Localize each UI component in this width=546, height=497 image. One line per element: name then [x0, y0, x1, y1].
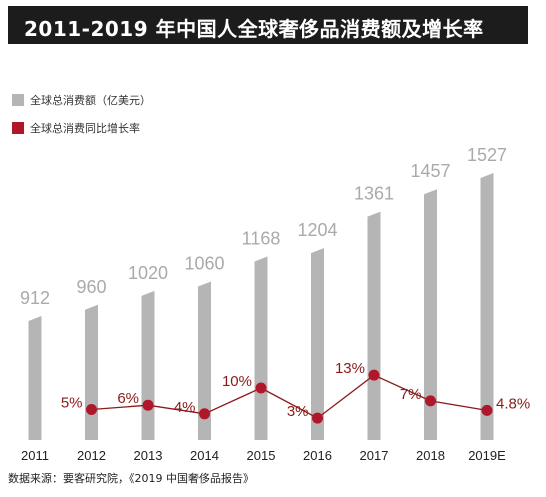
source-note: 数据来源：要客研究院，《2019 中国奢侈品报告》	[8, 472, 254, 485]
x-tick-2011: 2011	[21, 448, 49, 463]
bar-value-label-2012: 960	[76, 277, 106, 297]
growth-label-2014: 4%	[174, 399, 196, 416]
x-tick-2016: 2016	[303, 448, 332, 463]
x-tick-2015: 2015	[247, 448, 276, 463]
bar-value-label-2014: 1060	[184, 254, 224, 274]
growth-point-2015	[255, 382, 267, 394]
growth-label-2012: 5%	[61, 395, 83, 412]
bar-value-label-2019E: 1527	[467, 145, 507, 165]
growth-point-2014	[199, 408, 210, 420]
bar-2015	[254, 256, 268, 440]
x-tick-2017: 2017	[360, 448, 389, 463]
x-tick-2013: 2013	[134, 448, 163, 463]
growth-point-2019E	[481, 404, 493, 416]
title-bar: 2011-2019 年中国人全球奢侈品消费额及增长率	[8, 6, 528, 44]
growth-line	[91, 374, 488, 419]
bar-value-label-2011: 912	[20, 288, 50, 308]
bar-value-label-2015: 1168	[242, 228, 281, 248]
growth-label-2016: 3%	[287, 403, 309, 420]
x-tick-2018: 2018	[416, 448, 445, 463]
x-tick-2019E: 2019E	[468, 448, 506, 463]
bar-2013	[141, 290, 155, 440]
growth-label-2017: 13%	[335, 360, 365, 377]
x-axis: 2011 2012 2013 2014 2015 2016 2017 2018 2019E	[21, 448, 506, 463]
x-tick-2014: 2014	[190, 448, 219, 463]
growth-label-2013: 6%	[117, 390, 139, 407]
growth-point-2016	[312, 412, 323, 424]
legend-swatch-line	[12, 122, 24, 134]
growth-point-2013	[142, 399, 154, 411]
legend-swatch-bar	[12, 94, 24, 106]
growth-label-2015: 10%	[222, 373, 252, 390]
growth-label-2019E: 4.8%	[496, 395, 530, 412]
legend: 全球总消费额（亿美元） 全球总消费同比增长率	[12, 93, 151, 135]
growth-label-2018: 7%	[400, 386, 422, 403]
bar-2014	[198, 281, 211, 440]
bar-value-label-2017: 1361	[354, 184, 394, 204]
x-tick-2012: 2012	[77, 448, 106, 463]
chart-title: 2011-2019 年中国人全球奢侈品消费额及增长率	[24, 17, 484, 41]
bar-value-label-2018: 1457	[410, 161, 450, 181]
bar-2018	[424, 189, 437, 440]
growth-line-group: 5% 6% 4% 10% 3% 13% 7% 4.8%	[61, 360, 530, 424]
bar-2017	[367, 211, 381, 440]
legend-label-line: 全球总消费同比增长率	[30, 121, 140, 135]
bar-2012	[85, 304, 98, 440]
growth-point-2018	[425, 395, 436, 407]
bar-2011	[28, 315, 42, 440]
bars-group: 912 960 1020 1060 1168 1204 1361 1457 1527	[20, 145, 507, 440]
bar-2019E	[480, 172, 494, 440]
bar-2016	[311, 248, 324, 440]
legend-label-bar: 全球总消费额（亿美元）	[30, 93, 151, 107]
growth-point-2012	[86, 404, 97, 415]
bar-value-label-2016: 1204	[297, 220, 337, 240]
bar-value-label-2013: 1020	[128, 263, 168, 283]
growth-point-2017	[368, 369, 380, 381]
